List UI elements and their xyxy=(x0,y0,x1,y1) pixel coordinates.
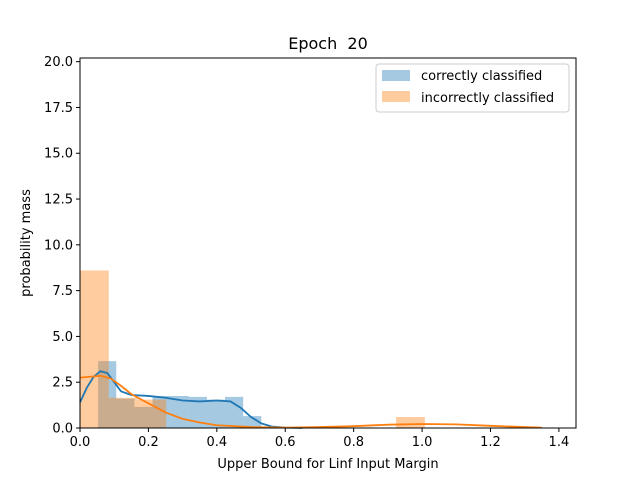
histogram-bar-correct-1 xyxy=(116,398,135,428)
x-tick-label: 0.6 xyxy=(275,435,296,450)
x-axis: 0.0 0.2 0.4 0.6 0.8 1.0 1.2 1.4 xyxy=(70,428,570,450)
legend-swatch-correct xyxy=(382,70,410,81)
chart-title: Epoch 20 xyxy=(288,34,368,53)
x-tick-label: 0.4 xyxy=(206,435,227,450)
x-tick-label: 1.4 xyxy=(549,435,570,450)
histogram-bar-correct-8 xyxy=(243,416,262,428)
plot-area xyxy=(79,270,542,429)
histogram-bar-correct-3 xyxy=(152,395,171,428)
legend-swatch-incorrect xyxy=(382,91,410,102)
x-tick-label: 1.2 xyxy=(480,435,501,450)
y-tick-label: 5.0 xyxy=(52,330,73,345)
x-tick-label: 0.0 xyxy=(70,435,91,450)
kde-line-correct xyxy=(79,370,303,429)
histogram-bar-incorrect-2 xyxy=(137,399,167,428)
histogram-bar-correct-2 xyxy=(134,406,153,428)
histogram-bar-incorrect-1 xyxy=(108,397,138,428)
histogram-bar-incorrect-0 xyxy=(80,270,109,428)
x-axis-label: Upper Bound for Linf Input Margin xyxy=(217,457,438,472)
legend-label-incorrect: incorrectly classified xyxy=(421,91,554,106)
x-tick-label: 0.2 xyxy=(138,435,159,450)
histogram-bar-correct-7 xyxy=(225,396,244,428)
y-tick-label: 0.0 xyxy=(52,422,73,437)
legend: correctly classified incorrectly classif… xyxy=(375,63,570,113)
y-tick-label: 10.0 xyxy=(44,238,73,253)
y-tick-label: 20.0 xyxy=(44,55,73,70)
histogram-bar-incorrect-3 xyxy=(396,417,425,428)
legend-box xyxy=(375,63,570,113)
x-tick-label: 0.8 xyxy=(343,435,364,450)
y-tick-label: 7.5 xyxy=(52,284,73,299)
y-tick-label: 12.5 xyxy=(44,193,73,208)
y-tick-label: 17.5 xyxy=(44,101,73,116)
y-axis: 0.0 2.5 5.0 7.5 10.0 12.5 15.0 17.5 20.0 xyxy=(44,55,80,437)
y-axis-label: probability mass xyxy=(19,189,34,297)
plot-frame xyxy=(79,57,577,429)
histogram-bar-correct-6 xyxy=(206,399,226,428)
legend-label-correct: correctly classified xyxy=(421,69,542,84)
kde-line-incorrect xyxy=(79,374,542,429)
x-tick-label: 1.0 xyxy=(412,435,433,450)
y-tick-label: 2.5 xyxy=(52,376,73,391)
y-tick-label: 15.0 xyxy=(44,147,73,162)
